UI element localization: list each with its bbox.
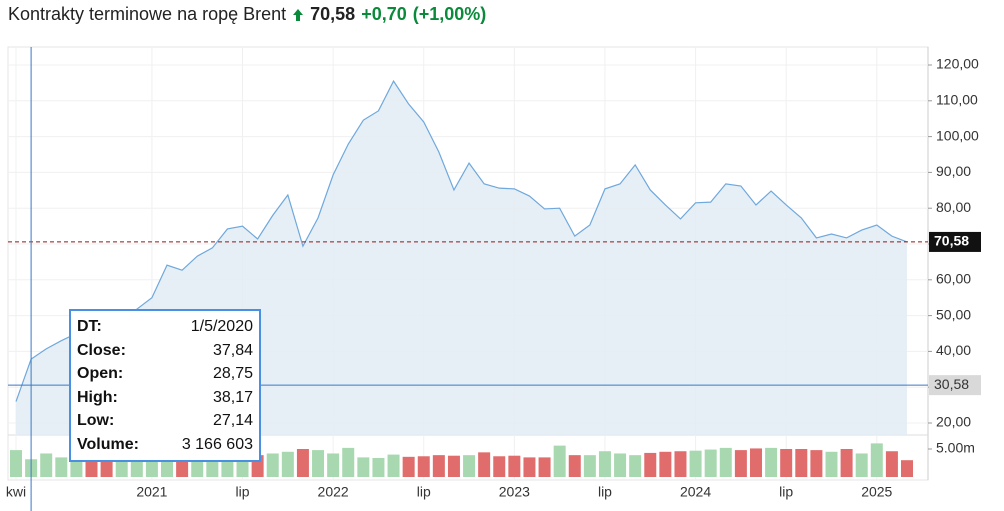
volume-bar [372,457,385,477]
volume-bar [598,451,611,477]
volume-bar [765,447,778,477]
volume-bar [478,452,491,477]
change: +0,70 [361,4,407,24]
volume-bar [825,451,838,477]
volume-bar [281,451,294,477]
y-tick-label: 90,00 [936,163,971,179]
volume-bar [870,443,883,477]
tooltip-value: 37,84 [212,341,253,359]
volume-bar [840,448,853,477]
volume-bar [689,450,702,477]
price: 70,58 [310,4,356,24]
x-tick-label: 2021 [136,484,167,500]
x-tick-label: lip [236,484,250,500]
volume-bar [629,455,642,477]
tooltip-label: High: [77,388,118,406]
volume-bar [780,448,793,477]
volume-bar [614,453,627,477]
tooltip-label: Open: [77,365,124,382]
title: Kontrakty terminowe na ropę Brent [8,4,287,24]
y-tick-label: 20,00 [936,414,971,430]
x-tick-label: lip [598,484,612,500]
volume-bar [357,457,370,477]
y-tick-label: 100,00 [936,127,979,143]
volume-bar [327,453,340,477]
last-price-box [929,231,981,252]
volume-bar [296,448,309,477]
volume-bar [901,460,913,477]
volume-bar [342,447,355,477]
crosshair-box [929,375,981,396]
volume-bar [10,450,22,477]
y-tick-label: 50,00 [936,306,971,322]
header: Kontrakty terminowe na ropę Brent 70,58 … [8,4,486,25]
x-tick-label: lip [417,484,431,500]
tooltip-label: Volume: [77,435,139,453]
volume-bar [644,452,657,477]
tooltip-row: Volume: 3 166 603 [77,433,253,457]
volume-bar [659,451,672,477]
up-arrow [293,8,304,21]
y-tick-label: 120,00 [936,56,979,72]
volume-bar [885,451,898,477]
x-tick-label: 2024 [680,484,711,500]
tooltip-label: DT: [77,318,102,335]
volume-bar [734,450,747,477]
tooltip-value: 38,17 [212,388,253,406]
volume-bar [266,453,279,477]
volume-bar [855,453,868,477]
y-tick-label: 40,00 [936,342,971,358]
x-tick-label: kwi [6,484,26,500]
y-tick-label: 110,00 [936,92,978,108]
tooltip-value: 28,75 [212,365,253,382]
tooltip-row: DT: 1/5/2020 [77,315,253,339]
volume-bar [674,451,687,477]
volume-bar [447,455,460,477]
x-tick-label: 2023 [499,484,530,500]
volume-bar [387,454,400,477]
y-tick-label: 60,00 [936,271,971,287]
volume-bar [810,450,823,477]
volume-bar [749,448,762,477]
volume-bar [538,457,551,477]
tooltip-value: 3 166 603 [181,435,253,453]
crosshair-label: 30,58 [934,376,969,392]
x-tick-label: lip [779,484,793,500]
volume-bar [402,456,415,477]
tooltip-value: 27,14 [212,412,253,429]
volume-bar [523,457,536,477]
volume-bar [40,453,53,477]
volume-bar [432,455,445,477]
x-tick-label: 2025 [861,484,892,500]
volume-bar [553,445,566,477]
volume-bar [55,457,68,477]
volume-bar [719,447,732,477]
volume-bar [312,450,325,477]
tooltip-label: Low: [77,412,115,429]
tooltip-label: Close: [77,341,126,359]
volume-bar [795,448,808,477]
volume-bar [417,456,430,477]
price-line [15,79,908,402]
volume-bar [704,449,717,477]
x-tick-label: 2022 [318,484,349,500]
tooltip-row: High: 38,17 [77,386,253,410]
volume-bar [463,455,476,477]
tooltip-row: Close: 37,84 [77,339,253,363]
volume-bar [70,458,83,477]
tooltip-row: Low: 27,14 [77,409,253,433]
volume-bar [568,455,581,477]
volume-bar [493,456,506,477]
volume-tick-label: 5.00m [936,440,975,456]
tooltip-value: 1/5/2020 [190,318,253,335]
last-price-label: 70,58 [934,233,969,249]
tooltip-row: Open: 28,75 [77,362,253,386]
volume-bar [508,455,521,477]
change-pct: (+1,00%) [412,4,487,24]
tooltip: DT: 1/5/2020 Close: 37,84 Open: 28,75 High: 38,… [69,309,261,462]
volume-bar [583,455,596,477]
y-tick-label: 80,00 [936,199,971,215]
